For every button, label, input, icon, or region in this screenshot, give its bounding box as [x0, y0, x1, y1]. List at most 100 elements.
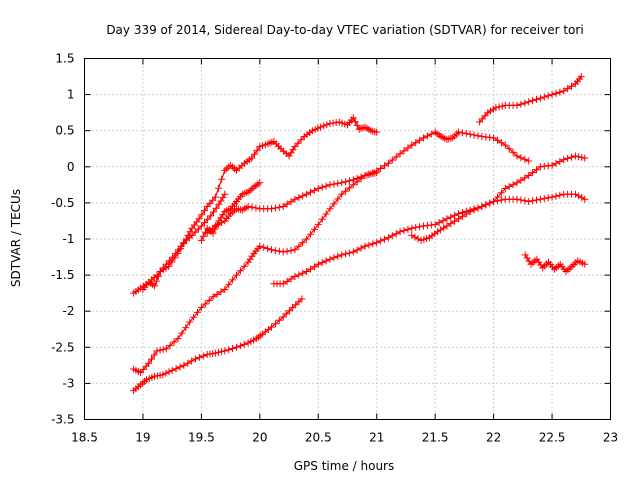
trace-marker — [568, 82, 575, 90]
data-point — [420, 134, 427, 142]
data-point — [303, 268, 311, 275]
data-point — [279, 313, 287, 321]
trace-marker — [299, 192, 307, 200]
data-point — [186, 318, 194, 326]
data-point — [349, 114, 357, 122]
trace-marker — [342, 178, 350, 186]
trace-marker — [369, 169, 377, 177]
trace-marker — [218, 348, 226, 356]
plot-frame — [84, 58, 611, 420]
trace-marker — [225, 281, 233, 289]
data-point — [174, 335, 182, 343]
trace-marker — [357, 244, 365, 252]
ticks: 18.5 19 19.5 20 20.5 21 21.5 22 22.5 23 -3.5 -3 -2.5… — [51, 52, 618, 445]
trace-marker — [564, 154, 572, 162]
trace-marker — [271, 204, 279, 212]
trace-marker — [345, 249, 353, 257]
trace-marker — [310, 186, 318, 194]
trace-marker — [544, 194, 552, 202]
data-point — [373, 128, 381, 136]
trace-marker — [412, 139, 420, 147]
trace-marker — [540, 93, 548, 101]
trace-marker — [400, 147, 408, 155]
data-point — [221, 347, 229, 355]
trace-marker — [353, 174, 361, 182]
trace-marker — [392, 230, 400, 238]
trace-marker — [486, 199, 494, 207]
trace-marker — [170, 338, 178, 346]
data-point — [291, 195, 299, 203]
data-point — [408, 224, 416, 232]
trace-marker — [323, 121, 331, 129]
data-point — [211, 193, 219, 201]
data-point — [248, 154, 256, 162]
trace-marker — [213, 290, 221, 298]
trace-marker — [171, 254, 179, 262]
data-point — [443, 215, 451, 223]
trace-marker — [283, 200, 291, 208]
trace-marker — [225, 346, 233, 354]
data-point — [197, 236, 205, 244]
data-point — [521, 251, 529, 259]
data-point — [581, 195, 589, 203]
trace-marker — [188, 357, 196, 365]
trace-marker — [353, 121, 361, 129]
trace-marker — [334, 252, 342, 260]
trace-marker — [299, 269, 307, 277]
trace-marker — [330, 180, 338, 188]
trace-marker — [568, 153, 575, 161]
trace-marker — [365, 241, 373, 249]
series-7 — [270, 190, 589, 288]
series-9 — [476, 73, 585, 126]
trace-marker — [357, 173, 365, 181]
data-point — [279, 248, 287, 256]
trace-marker — [210, 208, 217, 216]
x-tick-label: 23 — [603, 431, 618, 445]
data-point — [209, 293, 217, 301]
data-point — [221, 286, 229, 293]
trace-marker — [351, 118, 359, 126]
trace-marker — [310, 225, 318, 233]
data-point — [560, 87, 568, 95]
trace-marker — [178, 329, 186, 337]
series-6 — [203, 128, 533, 237]
trace-marker — [447, 213, 455, 221]
trace-marker — [521, 174, 529, 182]
data-point — [492, 104, 500, 112]
data-point — [338, 190, 346, 198]
data-point — [455, 128, 462, 136]
trace-marker — [307, 265, 314, 273]
trace-marker — [201, 300, 209, 308]
trace-marker — [318, 215, 326, 223]
x-tick-label: 21.5 — [422, 431, 449, 445]
data-point — [501, 141, 509, 149]
data-point — [478, 203, 486, 210]
trace-marker — [521, 155, 529, 163]
trace-marker — [240, 340, 248, 348]
trace-marker — [497, 196, 505, 204]
x-tick-label: 20.5 — [305, 431, 332, 445]
x-axis-label: GPS time / hours — [294, 459, 395, 473]
trace-marker — [540, 195, 548, 203]
data-point — [361, 242, 369, 250]
trace-marker — [229, 276, 237, 284]
trace-marker — [345, 177, 353, 185]
data-point — [233, 271, 240, 279]
trace-marker — [194, 225, 202, 233]
series-10 — [521, 251, 589, 275]
data-point — [536, 195, 544, 203]
trace-marker — [320, 122, 328, 130]
trace-marker — [498, 102, 506, 110]
trace-marker — [252, 204, 260, 212]
trace-marker — [330, 254, 338, 262]
trace-marker — [369, 240, 377, 248]
trace-marker — [236, 342, 244, 350]
trace-marker — [318, 183, 326, 191]
series-trace — [133, 193, 226, 294]
trace-marker — [381, 235, 388, 243]
trace-marker — [205, 296, 213, 304]
data-point — [289, 304, 297, 312]
data-point — [571, 190, 579, 198]
x-tick-label: 22 — [486, 431, 501, 445]
data-point — [244, 203, 252, 210]
